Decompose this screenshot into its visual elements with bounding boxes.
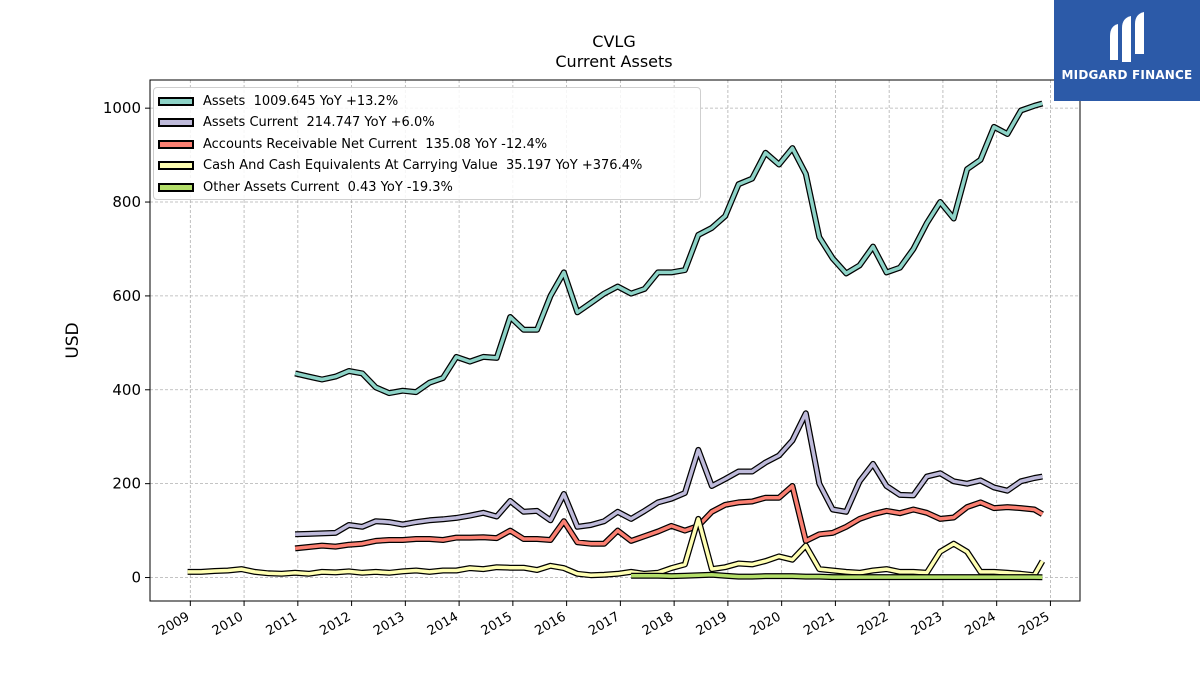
legend-item: Cash And Cash Equivalents At Carrying Va… — [158, 156, 642, 176]
x-tick-label: 2024 — [963, 609, 999, 639]
series-0 — [294, 100, 1044, 397]
x-tick-label: 2022 — [855, 609, 891, 639]
x-tick-label: 2010 — [210, 609, 246, 639]
legend-label: Accounts Receivable Net Current 135.08 Y… — [203, 136, 548, 152]
midgard-logo-icon — [1110, 12, 1144, 62]
series-2 — [294, 483, 1044, 552]
x-tick-label: 2018 — [640, 609, 676, 639]
legend-label: Other Assets Current 0.43 YoY -19.3% — [203, 179, 453, 195]
x-tick-label: 2011 — [264, 609, 300, 639]
series-line — [631, 572, 1043, 580]
series-3 — [187, 515, 1046, 579]
x-tick-label: 2014 — [425, 609, 461, 639]
x-tick-label: 2020 — [747, 609, 783, 639]
chart-title: CVLG — [592, 32, 636, 51]
legend-swatch — [158, 161, 194, 170]
legend-item: Other Assets Current 0.43 YoY -19.3% — [158, 177, 453, 197]
brand-name: MIDGARD FINANCE — [1061, 68, 1193, 82]
legend-item: Assets 1009.645 YoY +13.2% — [158, 91, 398, 111]
chart-series-layer — [187, 100, 1046, 581]
legend-label: Cash And Cash Equivalents At Carrying Va… — [203, 158, 643, 173]
legend-swatch — [158, 139, 194, 149]
brand-logo: MIDGARD FINANCE — [1054, 0, 1200, 101]
series-line — [295, 411, 1043, 537]
series-1 — [295, 410, 1043, 538]
legend-swatch — [158, 118, 194, 127]
x-tick-label: 2013 — [371, 609, 407, 639]
legend-label: Assets Current 214.747 YoY +6.0% — [203, 115, 435, 130]
y-tick-label: 600 — [112, 287, 141, 305]
y-tick-label: 1000 — [103, 99, 141, 117]
x-tick-label: 2009 — [156, 609, 192, 639]
y-tick-label: 400 — [112, 381, 141, 399]
legend-label: Assets 1009.645 YoY +13.2% — [203, 93, 399, 109]
x-tick-label: 2012 — [317, 609, 353, 639]
x-tick-label: 2017 — [586, 609, 622, 639]
y-tick-label: 0 — [131, 569, 141, 587]
series-line — [294, 101, 1043, 395]
legend-item: Assets Current 214.747 YoY +6.0% — [158, 113, 435, 133]
x-tick-label: 2021 — [801, 609, 837, 639]
legend-item: Accounts Receivable Net Current 135.08 Y… — [158, 134, 547, 154]
x-tick-label: 2016 — [532, 609, 568, 639]
series-line — [294, 484, 1044, 551]
chart-legend: Assets 1009.645 YoY +13.2% Assets Current… — [153, 87, 701, 200]
chart-frame — [149, 79, 1081, 602]
chart-subtitle: Current Assets — [555, 52, 673, 71]
x-tick-label: 2023 — [909, 609, 945, 639]
x-tick-label: 2015 — [479, 609, 515, 639]
y-axis-label: USD — [63, 322, 83, 358]
legend-swatch — [158, 182, 194, 192]
series-line — [187, 517, 1044, 577]
series-4 — [631, 571, 1043, 581]
legend-swatch — [158, 96, 194, 106]
x-tick-label: 2025 — [1016, 609, 1052, 639]
x-tick-label: 2019 — [694, 609, 730, 639]
y-tick-label: 200 — [112, 475, 141, 493]
y-tick-label: 800 — [112, 193, 141, 211]
